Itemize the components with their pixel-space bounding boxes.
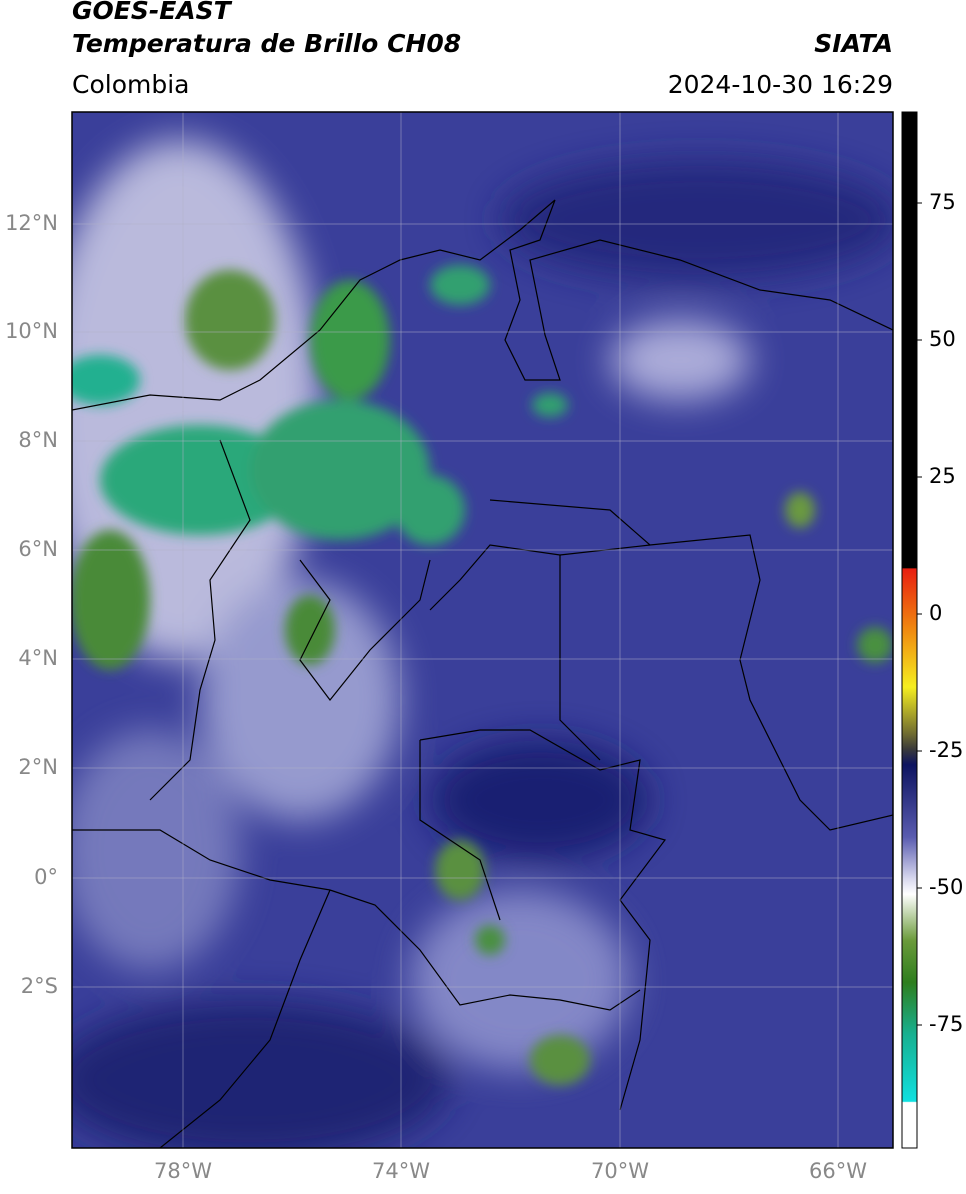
lon-tick-label: 74°W: [372, 1159, 430, 1183]
map-frame: [71, 111, 894, 1149]
lat-tick-label: 8°N: [18, 428, 58, 452]
title: GOES-EAST: [72, 0, 233, 25]
colorbar: [901, 111, 918, 1149]
graticule: [72, 112, 893, 1148]
lat-tick-label: 4°N: [18, 646, 58, 670]
colorbar-tick-label: -75: [929, 1012, 963, 1036]
lat-tick-label: 12°N: [5, 211, 58, 235]
colorbar-tick-label: 25: [929, 464, 956, 488]
lon-tick-label: 66°W: [809, 1159, 867, 1183]
lat-tick-label: 2°N: [18, 755, 58, 779]
lon-tick-label: 78°W: [154, 1159, 212, 1183]
colorbar-tick-label: 75: [929, 190, 956, 214]
datetime: 2024-10-30 16:29: [668, 70, 893, 99]
lat-tick-label: 10°N: [5, 319, 58, 343]
colorbar-tick-label: -50: [929, 875, 963, 899]
satellite-image: [72, 112, 893, 1148]
colorbar-tick-label: -25: [929, 738, 963, 762]
region: Colombia: [72, 70, 189, 99]
subtitle: Temperatura de Brillo CH08: [72, 29, 461, 58]
colorbar-tick-label: 50: [929, 327, 956, 351]
lon-tick-label: 70°W: [591, 1159, 649, 1183]
lat-tick-label: 0°: [34, 865, 58, 889]
lat-tick-label: 2°S: [21, 974, 58, 998]
lat-tick-label: 6°N: [18, 537, 58, 561]
source: SIATA: [814, 29, 893, 58]
colorbar-tick-label: 0: [929, 601, 942, 625]
